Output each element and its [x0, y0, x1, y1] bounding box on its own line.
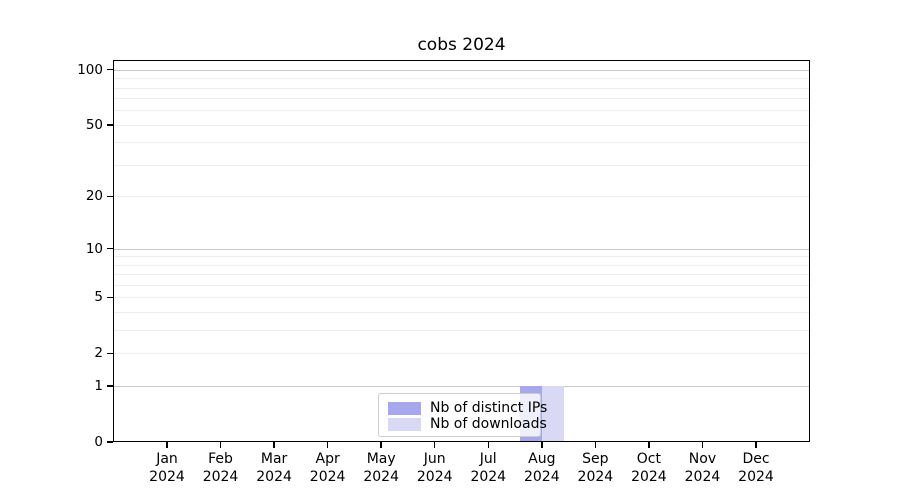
- minor-gridline: [113, 78, 810, 80]
- plot-area: 0 1 2 5 10 20 50 100 Jan 2024 Feb 2024 Mar 2024 Apr 202…: [77, 60, 810, 485]
- x-tick-mark: [487, 442, 489, 448]
- x-tick-mark: [166, 442, 168, 448]
- legend-item-distinct-ips: Nb of distinct IPs: [388, 400, 547, 416]
- x-tick-month: Mar: [260, 451, 288, 467]
- x-tick-mark: [434, 442, 436, 448]
- x-tick-month: Dec: [742, 451, 770, 467]
- x-tick-year: 2024: [416, 469, 453, 485]
- x-tick-year: 2024: [523, 469, 560, 485]
- x-tick-year: 2024: [256, 469, 292, 485]
- minor-gridline: [113, 285, 810, 287]
- minor-gridline: [113, 196, 810, 198]
- x-tick-month: Jan: [156, 451, 178, 467]
- x-tick-year: 2024: [309, 469, 346, 485]
- y-tick-mark: [107, 352, 113, 355]
- minor-gridline: [113, 297, 810, 299]
- x-tick-month: Nov: [688, 451, 717, 467]
- x-tick-month: Aug: [528, 451, 556, 467]
- y-tick-label: 100: [77, 61, 103, 78]
- minor-gridline: [113, 353, 810, 355]
- legend: Nb of distinct IPs Nb of downloads: [378, 393, 547, 437]
- x-tick-month: Feb: [208, 451, 233, 467]
- x-tick-label: Jan 2024: [149, 450, 185, 486]
- x-tick-label: May 2024: [363, 450, 399, 486]
- x-tick-year: 2024: [363, 469, 399, 485]
- minor-gridline: [113, 330, 810, 332]
- x-tick-mark: [541, 442, 543, 448]
- x-tick-label: Feb 2024: [203, 450, 239, 486]
- minor-gridline: [113, 124, 810, 126]
- major-gridline: [113, 69, 810, 71]
- y-tick-label: 0: [94, 434, 103, 450]
- x-tick-year: 2024: [149, 469, 185, 485]
- y-tick-mark: [107, 385, 113, 387]
- y-tick-label: 2: [94, 345, 103, 362]
- y-tick-mark: [107, 296, 113, 299]
- x-tick-mark: [273, 442, 275, 448]
- x-tick-mark: [219, 442, 222, 448]
- x-tick-mark: [648, 442, 650, 448]
- minor-gridline: [113, 165, 810, 167]
- x-tick-label: Mar 2024: [256, 450, 292, 486]
- x-tick-year: 2024: [684, 469, 721, 485]
- legend-item-downloads: Nb of downloads: [388, 416, 547, 432]
- x-tick-mark: [755, 442, 757, 448]
- x-tick-label: Jul 2024: [470, 450, 506, 486]
- y-tick-label: 5: [94, 289, 103, 306]
- minor-gridline: [113, 264, 810, 266]
- legend-swatch-distinct-ips: [388, 401, 421, 415]
- x-tick-year: 2024: [577, 469, 614, 485]
- y-tick-mark: [107, 195, 113, 198]
- plot-canvas: 0 1 2 5 10 20 50 100 Jan 2024 Feb 2024 Mar 2024 Apr 202…: [77, 60, 810, 485]
- x-tick-label: Aug 2024: [524, 450, 560, 486]
- x-tick-mark: [701, 442, 704, 448]
- y-tick-mark: [107, 247, 113, 250]
- y-tick-label: 20: [85, 188, 103, 205]
- minor-gridline: [113, 312, 810, 314]
- y-tick-label: 50: [85, 116, 103, 133]
- x-tick-year: 2024: [470, 469, 507, 485]
- x-tick-month: Apr: [315, 451, 340, 467]
- minor-gridline: [113, 110, 810, 112]
- x-tick-month: Oct: [636, 451, 662, 467]
- y-tick-mark: [107, 124, 113, 126]
- y-tick-mark: [107, 69, 113, 71]
- x-tick-label: Dec 2024: [738, 450, 774, 486]
- legend-swatch-downloads: [388, 417, 421, 431]
- legend-label-downloads: Nb of downloads: [430, 416, 547, 432]
- x-tick-mark: [326, 442, 329, 448]
- x-tick-month: May: [366, 451, 396, 467]
- x-tick-mark: [380, 442, 382, 448]
- y-tick-label: 1: [94, 378, 103, 395]
- legend-label-distinct-ips: Nb of distinct IPs: [430, 400, 548, 416]
- x-tick-label: Oct 2024: [631, 450, 667, 486]
- minor-gridline: [113, 274, 810, 276]
- x-tick-year: 2024: [631, 469, 667, 485]
- x-tick-month: Jul: [479, 451, 497, 467]
- x-tick-year: 2024: [738, 469, 774, 485]
- x-tick-year: 2024: [202, 469, 239, 485]
- x-tick-label: Sep 2024: [578, 450, 614, 486]
- x-tick-mark: [594, 442, 597, 448]
- major-gridline: [113, 248, 810, 250]
- x-tick-label: Nov 2024: [685, 450, 721, 486]
- bar-nb-of-downloads: [541, 386, 564, 442]
- minor-gridline: [113, 256, 810, 258]
- x-tick-label: Jun 2024: [417, 450, 453, 486]
- chart-title: cobs 2024: [417, 35, 506, 55]
- x-tick-label: Apr 2024: [310, 450, 346, 486]
- x-tick-month: Sep: [582, 451, 609, 467]
- minor-gridline: [113, 142, 810, 144]
- minor-gridline: [113, 87, 810, 89]
- major-gridline: [113, 386, 810, 388]
- x-tick-month: Jun: [423, 451, 446, 467]
- minor-gridline: [113, 98, 810, 100]
- y-tick-label: 10: [85, 240, 103, 257]
- y-tick-mark: [107, 441, 113, 443]
